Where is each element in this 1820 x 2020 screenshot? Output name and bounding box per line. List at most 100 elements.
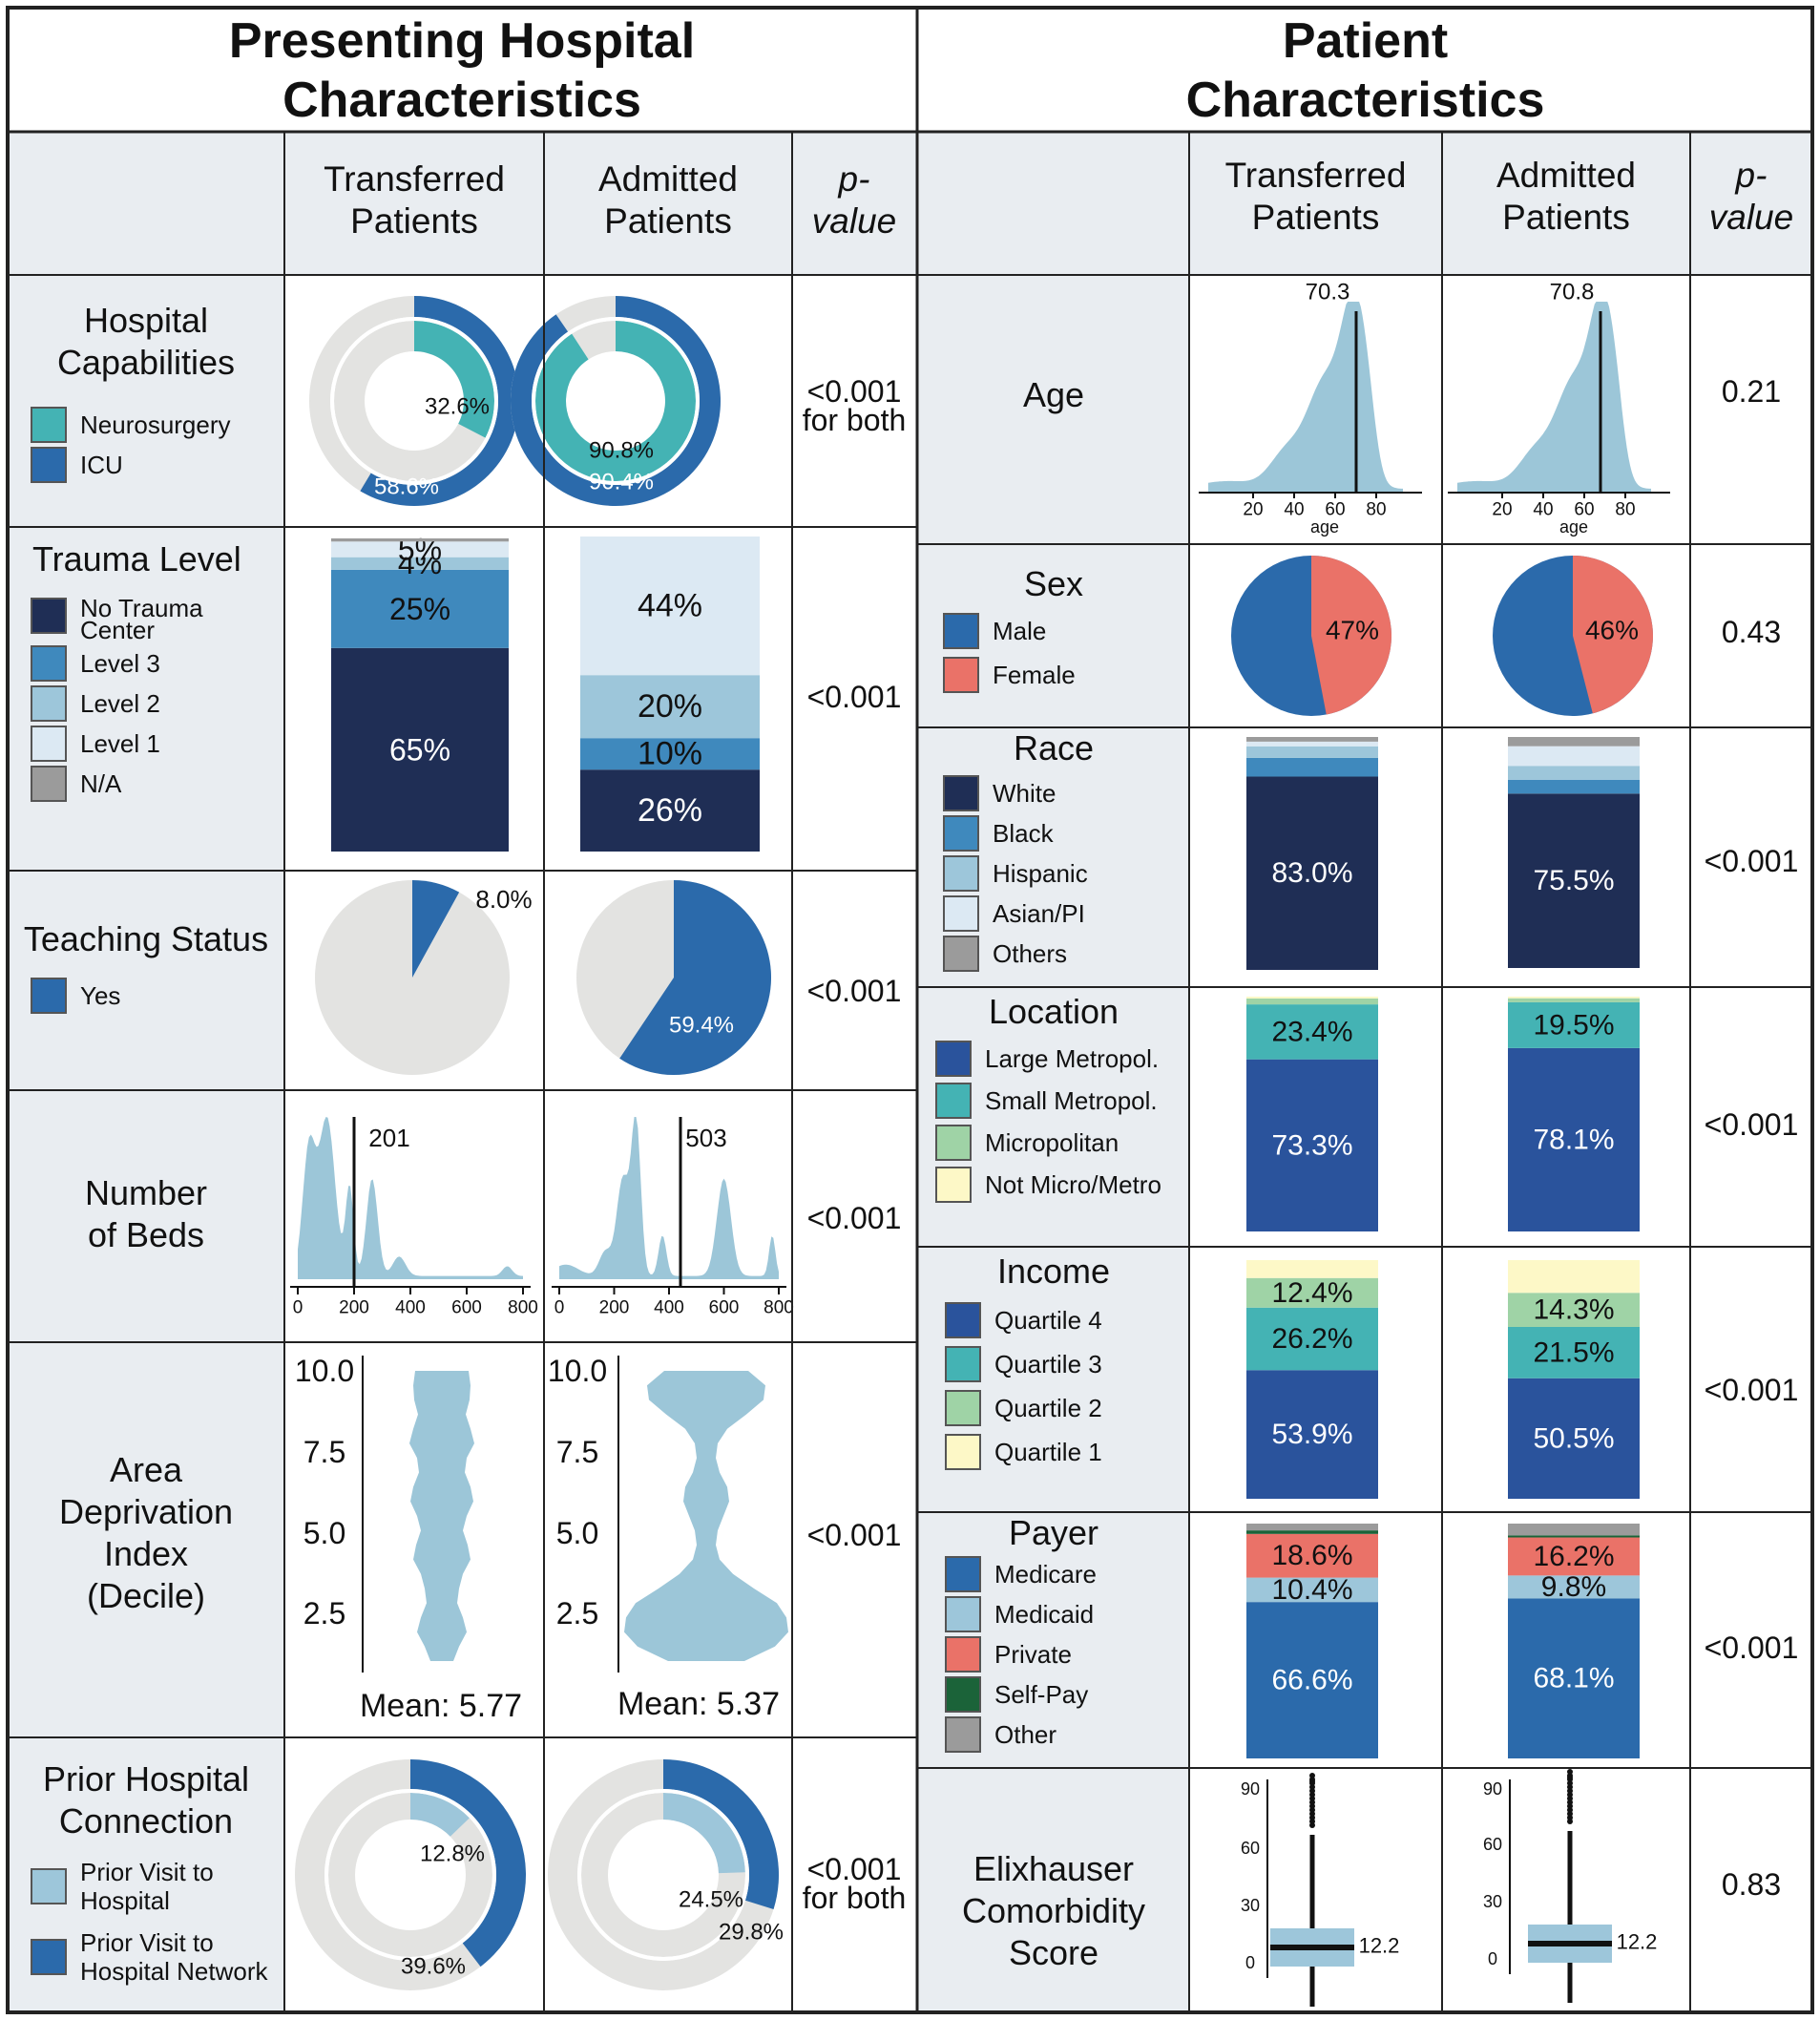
location-admitted-label: 78.1% — [1533, 1124, 1614, 1155]
payer-admitted-segment — [1508, 1535, 1640, 1538]
income-admitted-label: 14.3% — [1533, 1294, 1614, 1326]
label-icu: 90.4% — [589, 470, 654, 495]
age-admitted-ticklabel: 40 — [1533, 500, 1553, 520]
elix-transferred-outlier — [1309, 1773, 1315, 1778]
location-transferred-label: 73.3% — [1271, 1129, 1352, 1161]
teaching-label: 8.0% — [475, 885, 532, 914]
income-transferred-label: 26.2% — [1271, 1323, 1352, 1355]
payer-admitted-label: 9.8% — [1541, 1571, 1606, 1603]
income-admitted-label: 21.5% — [1533, 1336, 1614, 1368]
prior-label-hospital: 24.5% — [679, 1887, 743, 1913]
prior-label-network: 29.8% — [719, 1920, 784, 1946]
payer-transferred-label: 66.6% — [1271, 1665, 1352, 1696]
trauma-transferred-label: 65% — [389, 732, 450, 767]
payer-transferred-segment — [1246, 1530, 1378, 1534]
adi-ytick: 5.0 — [303, 1516, 345, 1550]
adi-ytick: 10.0 — [295, 1354, 354, 1388]
age-admitted-ticklabel: 80 — [1615, 500, 1635, 520]
race-transferred-label: 83.0% — [1271, 857, 1352, 889]
age-transferred-ticklabel: 20 — [1243, 500, 1263, 520]
elix-admitted-ytick: 90 — [1483, 1779, 1502, 1799]
location-transferred-label: 23.4% — [1271, 1016, 1352, 1047]
age-transferred-density — [1208, 302, 1403, 493]
beds-median-label: 503 — [685, 1124, 726, 1152]
elix-admitted-outlier — [1567, 1769, 1573, 1775]
race-admitted-label: 75.5% — [1533, 865, 1614, 896]
elix-admitted-ytick: 30 — [1483, 1892, 1502, 1911]
income-admitted-segment — [1508, 1260, 1640, 1294]
income-transferred-segment — [1246, 1260, 1378, 1278]
age-transferred-ticklabel: 80 — [1366, 500, 1386, 520]
trauma-transferred-label: 5% — [398, 532, 442, 566]
location-transferred-segment — [1246, 998, 1378, 1005]
label-icu: 58.6% — [374, 474, 439, 500]
race-transferred-segment — [1246, 746, 1378, 758]
teaching-label: 59.4% — [669, 1013, 734, 1039]
payer-transferred-segment — [1246, 1524, 1378, 1531]
adi-ytick: 7.5 — [556, 1435, 598, 1469]
adi-ytick: 5.0 — [556, 1516, 598, 1550]
race-transferred-segment — [1246, 757, 1378, 777]
beds-transferred-ticklabel: 800 — [508, 1298, 538, 1318]
race-admitted-segment — [1508, 779, 1640, 794]
income-admitted-label: 50.5% — [1533, 1422, 1614, 1454]
location-admitted-segment — [1508, 998, 1640, 1002]
race-transferred-segment — [1246, 741, 1378, 747]
age-admitted-density — [1457, 302, 1651, 493]
adi-ytick: 7.5 — [303, 1435, 345, 1469]
elix-transferred-median-label: 12.2 — [1359, 1934, 1400, 1958]
adi-ytick: 2.5 — [556, 1596, 598, 1631]
age-transferred-xlabel: age — [1310, 517, 1339, 537]
elix-transferred-ytick: 60 — [1241, 1839, 1260, 1858]
trauma-admitted-label: 44% — [638, 588, 702, 624]
payer-transferred-label: 18.6% — [1271, 1540, 1352, 1571]
elix-admitted-ytick: 60 — [1483, 1835, 1502, 1854]
race-admitted-segment — [1508, 746, 1640, 767]
beds-transferred-ticklabel: 200 — [339, 1298, 369, 1318]
beds-admitted-ticklabel: 600 — [709, 1298, 740, 1318]
location-admitted-label: 19.5% — [1533, 1009, 1614, 1041]
elix-admitted-median-label: 12.2 — [1617, 1930, 1658, 1954]
adi-mean-label: Mean: 5.77 — [360, 1688, 522, 1724]
age-admitted-ticklabel: 20 — [1492, 500, 1512, 520]
adi-ytick: 2.5 — [303, 1596, 345, 1631]
trauma-admitted-label: 10% — [638, 736, 702, 772]
payer-transferred-label: 10.4% — [1271, 1574, 1352, 1606]
race-admitted-segment — [1508, 737, 1640, 747]
beds-density-admitted — [559, 1117, 779, 1279]
age-admitted-median-label: 70.8 — [1550, 280, 1595, 305]
adi-violin-admitted — [624, 1371, 788, 1661]
location-admitted-segment — [1508, 997, 1640, 999]
trauma-transferred-label: 25% — [389, 592, 450, 626]
elix-transferred-ytick: 30 — [1241, 1896, 1260, 1915]
income-transferred-label: 53.9% — [1271, 1419, 1352, 1450]
beds-admitted-ticklabel: 200 — [599, 1298, 630, 1318]
elix-admitted-ytick: 0 — [1488, 1949, 1497, 1968]
prior-label-network: 39.6% — [401, 1954, 466, 1980]
sex-label: 46% — [1585, 616, 1639, 645]
beds-admitted-ticklabel: 0 — [554, 1298, 565, 1318]
payer-admitted-segment — [1508, 1524, 1640, 1536]
label-neuro: 32.6% — [425, 394, 490, 420]
elix-admitted-outlier — [1567, 1775, 1573, 1780]
label-neuro: 90.8% — [589, 438, 654, 464]
income-transferred-label: 12.4% — [1271, 1277, 1352, 1309]
age-transferred-ticklabel: 40 — [1284, 500, 1304, 520]
location-transferred-segment — [1246, 997, 1378, 999]
race-admitted-segment — [1508, 766, 1640, 780]
sex-label: 47% — [1326, 616, 1379, 645]
beds-transferred-ticklabel: 0 — [293, 1298, 303, 1318]
age-admitted-xlabel: age — [1559, 517, 1588, 537]
trauma-admitted-label: 26% — [638, 792, 702, 829]
beds-admitted-ticklabel: 800 — [764, 1298, 794, 1318]
beds-transferred-ticklabel: 400 — [395, 1298, 426, 1318]
prior-label-hospital: 12.8% — [420, 1841, 485, 1867]
age-transferred-median-label: 70.3 — [1306, 280, 1350, 305]
trauma-transferred-segment — [331, 538, 509, 542]
payer-admitted-label: 68.1% — [1533, 1663, 1614, 1694]
beds-admitted-ticklabel: 400 — [654, 1298, 684, 1318]
beds-density-transferred — [298, 1117, 523, 1279]
payer-admitted-label: 16.2% — [1533, 1541, 1614, 1572]
adi-mean-label: Mean: 5.37 — [617, 1686, 780, 1722]
